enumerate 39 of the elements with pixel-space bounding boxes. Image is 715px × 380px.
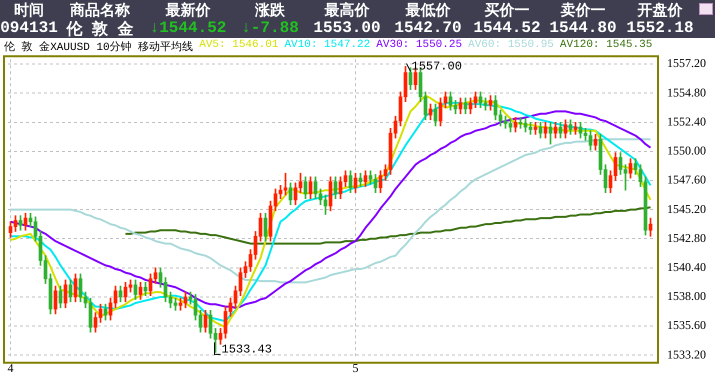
y-tick-label: 1542.80 (667, 230, 706, 245)
text: AV10: 1547.22 (284, 39, 370, 53)
y-tick-label: 1533.20 (667, 347, 706, 362)
text: 1553.00 (312, 19, 382, 39)
text: ↓-7.88 (240, 19, 300, 39)
x-tick-label: 4 (8, 361, 14, 376)
annotation: 1557.00 (412, 60, 462, 74)
text: 1544.52 (472, 19, 542, 39)
y-tick-label: 1552.40 (667, 114, 706, 128)
text: 1542.70 (393, 19, 463, 39)
y-tick-label: 1535.60 (667, 318, 706, 332)
text: 最高价 (324, 1, 370, 20)
text: 开盘价 (636, 1, 684, 20)
text: AV30: 1550.25 (376, 39, 462, 53)
text: 最低价 (404, 1, 452, 20)
text: ↓1544.52 (148, 19, 228, 39)
text: AV120: 1545.35 (560, 39, 652, 53)
y-tick-label: 1538.00 (667, 289, 706, 304)
y-tick-label: 1545.20 (667, 202, 706, 216)
text: 时间 (13, 1, 45, 20)
text: 最新价 (164, 1, 212, 20)
text: AV60: 1550.95 (468, 39, 554, 53)
text: AV5: 1546.01 (199, 39, 278, 53)
x-tick-label: 5 (352, 361, 358, 376)
text: 伦 敦 金 (65, 19, 135, 40)
y-tick-label: 1540.40 (667, 260, 706, 274)
text: 1552.18 (625, 19, 695, 39)
annotation: 1533.43 (222, 342, 272, 357)
chart-title: 伦 敦 金XAUUSD 10分钟 移动平均线 (4, 40, 194, 54)
y-tick-label: 1554.80 (667, 85, 706, 100)
y-tick-label: 1547.60 (667, 172, 706, 187)
y-tick-label: 1557.20 (667, 56, 706, 70)
text: 卖价一 (560, 1, 606, 20)
text: 商品名称 (69, 1, 131, 20)
text: 1544.80 (548, 19, 618, 39)
y-tick-label: 1550.00 (667, 144, 706, 158)
text: 涨跌 (254, 1, 286, 20)
text: 094131 (0, 19, 58, 39)
text: 买价一 (484, 1, 530, 20)
